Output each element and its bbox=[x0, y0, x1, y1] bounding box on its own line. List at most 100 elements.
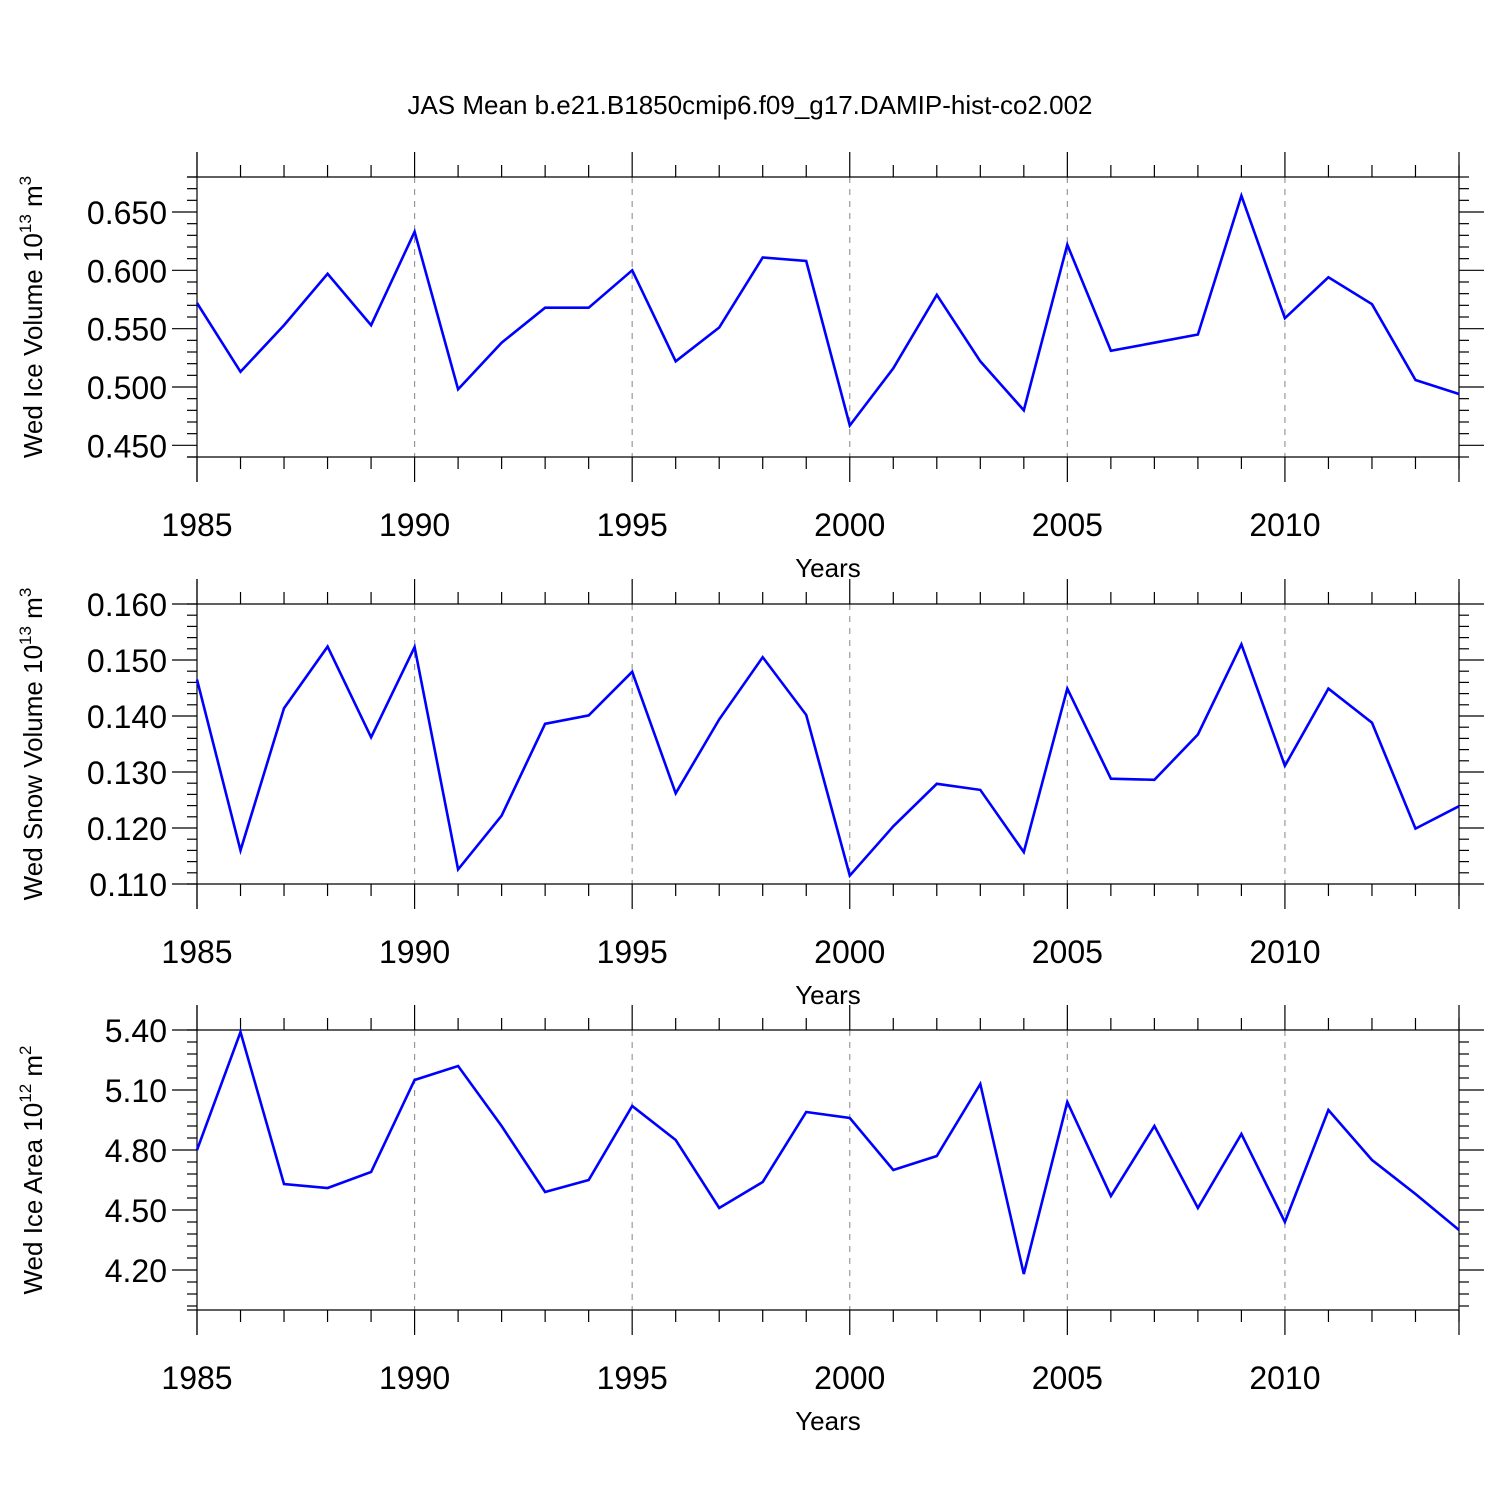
data-point bbox=[674, 1139, 676, 1141]
data-point bbox=[1023, 1273, 1025, 1275]
y-tick-label: 0.600 bbox=[87, 253, 167, 289]
y-tick-label: 0.150 bbox=[87, 643, 167, 679]
x-tick-label: 2000 bbox=[814, 934, 885, 970]
data-point bbox=[1327, 687, 1329, 689]
data-point bbox=[413, 231, 415, 233]
y-tick-label: 5.40 bbox=[105, 1013, 167, 1049]
y-tick-label: 0.650 bbox=[87, 195, 167, 231]
data-point bbox=[1327, 1109, 1329, 1111]
data-point bbox=[326, 645, 328, 647]
x-tick-label: 2000 bbox=[814, 507, 885, 543]
data-point bbox=[457, 1065, 459, 1067]
x-axis-title: Years bbox=[795, 553, 861, 583]
x-tick-label: 1990 bbox=[379, 1360, 450, 1396]
x-tick-label: 1990 bbox=[379, 507, 450, 543]
data-point bbox=[1371, 303, 1373, 305]
data-point bbox=[936, 1155, 938, 1157]
data-point bbox=[457, 388, 459, 390]
x-tick-label: 2005 bbox=[1032, 1360, 1103, 1396]
data-point bbox=[413, 1079, 415, 1081]
y-tick-label: 0.450 bbox=[87, 428, 167, 464]
x-tick-label: 2010 bbox=[1249, 934, 1320, 970]
y-tick-label: 4.20 bbox=[105, 1253, 167, 1289]
data-point bbox=[849, 424, 851, 426]
data-point bbox=[413, 646, 415, 648]
data-point bbox=[1197, 1207, 1199, 1209]
data-point bbox=[849, 874, 851, 876]
x-tick-label: 2010 bbox=[1249, 1360, 1320, 1396]
data-point bbox=[1458, 393, 1460, 395]
data-point bbox=[1458, 1229, 1460, 1231]
data-point bbox=[718, 1207, 720, 1209]
chart-panel-2: 0.110 0.120 0.130 0.140 0.150 0.160 1985 1990 19… bbox=[16, 579, 1484, 1010]
data-point bbox=[718, 718, 720, 720]
series-line bbox=[195, 1027, 1460, 1275]
y-tick-label: 0.550 bbox=[87, 312, 167, 348]
data-point bbox=[1327, 276, 1329, 278]
data-point bbox=[1153, 779, 1155, 781]
data-point bbox=[979, 360, 981, 362]
data-point bbox=[544, 1191, 546, 1193]
data-point bbox=[587, 1179, 589, 1181]
data-point bbox=[892, 825, 894, 827]
data-point bbox=[762, 656, 764, 658]
data-point bbox=[1197, 733, 1199, 735]
data-point bbox=[370, 324, 372, 326]
y-axis-title: Wed Snow Volume 1013 m3 bbox=[16, 588, 48, 901]
data-point bbox=[500, 814, 502, 816]
data-point bbox=[1284, 1221, 1286, 1223]
data-point bbox=[457, 868, 459, 870]
data-point bbox=[1240, 1133, 1242, 1135]
data-point bbox=[762, 1181, 764, 1183]
y-tick-label: 0.120 bbox=[87, 811, 167, 847]
y-tick-label: 4.80 bbox=[105, 1133, 167, 1169]
chart-title: JAS Mean b.e21.B1850cmip6.f09_g17.DAMIP-… bbox=[407, 90, 1092, 120]
x-axis-title: Years bbox=[795, 1406, 861, 1436]
data-point bbox=[1371, 1159, 1373, 1161]
y-tick-label: 4.50 bbox=[105, 1193, 167, 1229]
data-point bbox=[674, 360, 676, 362]
x-tick-label: 2005 bbox=[1032, 507, 1103, 543]
data-point bbox=[544, 306, 546, 308]
data-point bbox=[936, 783, 938, 785]
data-point bbox=[196, 678, 198, 680]
x-tick-label: 2000 bbox=[814, 1360, 885, 1396]
data-point bbox=[239, 371, 241, 373]
data-point bbox=[805, 714, 807, 716]
x-tick-label: 1985 bbox=[161, 507, 232, 543]
data-point bbox=[326, 1187, 328, 1189]
data-point bbox=[1066, 243, 1068, 245]
data-point bbox=[1240, 643, 1242, 645]
data-point bbox=[849, 1117, 851, 1119]
y-tick-label: 0.500 bbox=[87, 370, 167, 406]
data-point bbox=[762, 256, 764, 258]
data-point bbox=[674, 792, 676, 794]
data-point bbox=[892, 367, 894, 369]
y-tick-label: 0.140 bbox=[87, 699, 167, 735]
data-point bbox=[1414, 379, 1416, 381]
x-tick-label: 1995 bbox=[597, 1360, 668, 1396]
data-point bbox=[1066, 687, 1068, 689]
series-line bbox=[195, 640, 1460, 879]
data-point bbox=[500, 1125, 502, 1127]
data-point bbox=[196, 1149, 198, 1151]
data-point bbox=[239, 1031, 241, 1033]
y-tick-label: 0.130 bbox=[87, 755, 167, 791]
data-point bbox=[1066, 1101, 1068, 1103]
data-point bbox=[370, 1171, 372, 1173]
data-point bbox=[239, 849, 241, 851]
data-point bbox=[326, 273, 328, 275]
chart-panel-3: 4.20 4.50 4.80 5.10 5.40 1985 1990 1995 2000 2005… bbox=[16, 1005, 1484, 1436]
data-point bbox=[1023, 851, 1025, 853]
data-point bbox=[544, 723, 546, 725]
x-tick-label: 1985 bbox=[161, 1360, 232, 1396]
data-point bbox=[631, 671, 633, 673]
data-point bbox=[979, 1083, 981, 1085]
data-point bbox=[1284, 317, 1286, 319]
x-tick-label: 2005 bbox=[1032, 934, 1103, 970]
data-point bbox=[1153, 1125, 1155, 1127]
x-tick-label: 2010 bbox=[1249, 507, 1320, 543]
data-point bbox=[283, 1183, 285, 1185]
data-point bbox=[283, 324, 285, 326]
